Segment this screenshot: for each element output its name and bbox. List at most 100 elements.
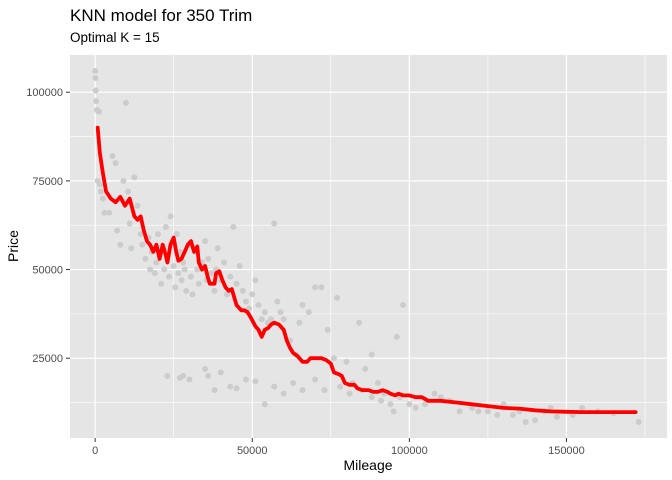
data-point bbox=[167, 213, 174, 220]
minor-gridlines bbox=[70, 55, 667, 438]
data-point bbox=[494, 411, 501, 418]
data-point bbox=[475, 408, 482, 415]
data-point bbox=[224, 291, 231, 298]
data-point bbox=[175, 270, 182, 277]
data-point bbox=[147, 266, 154, 273]
data-point bbox=[230, 223, 237, 230]
chart-subtitle: Optimal K = 15 bbox=[70, 30, 160, 45]
data-point bbox=[387, 401, 394, 408]
data-point bbox=[299, 302, 306, 309]
data-point bbox=[170, 263, 177, 270]
data-point bbox=[161, 266, 168, 273]
y-tick-label: 100000 bbox=[26, 87, 63, 99]
data-point bbox=[139, 241, 146, 248]
plot-panel bbox=[70, 55, 667, 438]
data-point bbox=[208, 270, 215, 277]
data-point bbox=[343, 358, 350, 365]
data-point bbox=[205, 255, 212, 262]
data-point bbox=[164, 372, 171, 379]
y-axis-title: Price bbox=[5, 230, 21, 262]
data-point bbox=[117, 241, 124, 248]
data-point bbox=[321, 387, 328, 394]
data-point bbox=[236, 263, 243, 270]
data-point bbox=[95, 108, 102, 115]
data-point bbox=[99, 195, 106, 202]
data-point bbox=[217, 369, 224, 376]
data-point bbox=[242, 376, 249, 383]
data-point bbox=[186, 376, 193, 383]
data-point bbox=[211, 387, 218, 394]
data-point bbox=[252, 277, 259, 284]
data-point bbox=[484, 408, 491, 415]
data-point bbox=[178, 277, 185, 284]
data-point bbox=[500, 401, 507, 408]
data-point bbox=[227, 273, 234, 280]
y-axis-ticks: 25000 50000 75000 100000 bbox=[26, 87, 70, 365]
data-point bbox=[261, 401, 268, 408]
data-point bbox=[318, 284, 325, 291]
data-point bbox=[299, 387, 306, 394]
data-point bbox=[220, 259, 227, 266]
data-point bbox=[431, 390, 438, 397]
data-point bbox=[255, 302, 262, 309]
data-point bbox=[202, 365, 209, 372]
data-point bbox=[510, 411, 517, 418]
data-point bbox=[131, 174, 138, 181]
data-point bbox=[205, 372, 212, 379]
x-tick-label: 150000 bbox=[548, 445, 585, 457]
data-point bbox=[374, 380, 381, 387]
data-point bbox=[151, 270, 158, 277]
data-point bbox=[522, 419, 529, 426]
x-tick-label: 50000 bbox=[237, 445, 268, 457]
data-point bbox=[137, 231, 144, 238]
data-point bbox=[406, 401, 413, 408]
data-point bbox=[134, 202, 141, 209]
data-point bbox=[165, 273, 172, 280]
x-tick-label: 100000 bbox=[391, 445, 428, 457]
data-point bbox=[412, 404, 419, 411]
data-point bbox=[547, 404, 554, 411]
data-point bbox=[153, 259, 160, 266]
data-point bbox=[378, 397, 385, 404]
data-point bbox=[109, 153, 116, 160]
data-point bbox=[362, 365, 369, 372]
data-point bbox=[261, 309, 268, 316]
data-point bbox=[277, 309, 284, 316]
data-point bbox=[142, 255, 149, 262]
data-point bbox=[211, 287, 218, 294]
data-point bbox=[356, 319, 363, 326]
data-point bbox=[268, 316, 275, 323]
data-point bbox=[368, 351, 375, 358]
data-point bbox=[249, 291, 256, 298]
data-point bbox=[106, 209, 113, 216]
data-point bbox=[233, 385, 240, 392]
data-point bbox=[172, 284, 179, 291]
data-point bbox=[296, 319, 303, 326]
data-point bbox=[437, 394, 444, 401]
data-point bbox=[368, 394, 375, 401]
x-axis-title: Mileage bbox=[343, 457, 392, 473]
data-point bbox=[233, 280, 240, 287]
data-point bbox=[271, 220, 278, 227]
data-point bbox=[202, 238, 209, 245]
data-point bbox=[227, 383, 234, 390]
data-point bbox=[337, 383, 344, 390]
data-point bbox=[330, 355, 337, 362]
major-gridlines bbox=[70, 55, 667, 438]
data-point bbox=[101, 209, 108, 216]
data-point bbox=[393, 333, 400, 340]
data-point bbox=[162, 223, 169, 230]
data-point bbox=[532, 417, 539, 424]
data-point bbox=[92, 67, 99, 74]
data-point bbox=[125, 188, 132, 195]
data-point bbox=[92, 87, 99, 94]
data-point bbox=[122, 99, 129, 106]
data-point bbox=[579, 404, 586, 411]
data-point bbox=[173, 231, 180, 238]
data-point bbox=[390, 408, 397, 415]
y-tick-label: 50000 bbox=[32, 265, 63, 277]
data-point bbox=[312, 376, 319, 383]
data-point bbox=[252, 378, 259, 385]
data-point bbox=[183, 287, 190, 294]
data-point bbox=[400, 302, 407, 309]
